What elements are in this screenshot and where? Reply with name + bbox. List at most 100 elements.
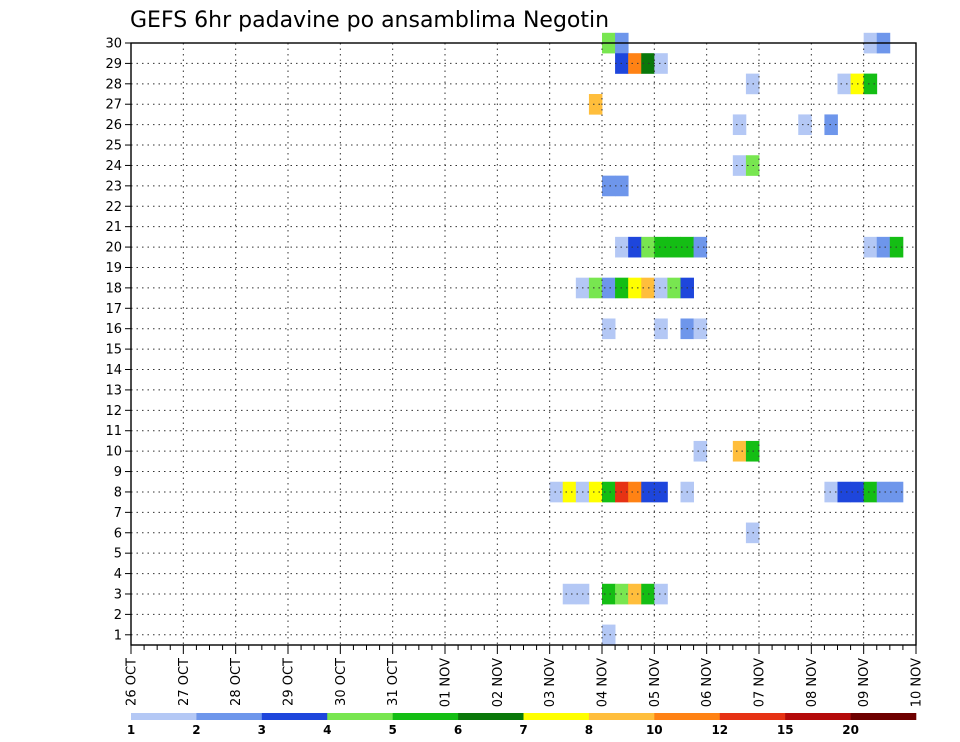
y-tick-label: 16 xyxy=(105,322,122,337)
colorbar-label: 5 xyxy=(389,723,397,737)
x-tick-label: 03 NOV xyxy=(543,658,558,707)
precip-cell xyxy=(628,236,642,258)
precip-cells xyxy=(549,32,904,646)
y-tick-label: 13 xyxy=(105,383,122,398)
colorbar-swatch xyxy=(654,713,721,720)
precip-cell xyxy=(798,114,812,136)
y-tick-label: 5 xyxy=(114,547,122,562)
y-tick-label: 3 xyxy=(114,587,122,602)
precip-cell xyxy=(732,155,747,176)
precip-cell xyxy=(824,481,838,503)
colorbar-label: 10 xyxy=(646,723,663,737)
colorbar-label: 4 xyxy=(323,723,331,737)
colorbar-swatch xyxy=(523,713,590,720)
colorbar-swatch xyxy=(261,713,328,720)
precip-cell xyxy=(641,53,655,74)
precip-cell xyxy=(863,73,878,95)
precip-cell xyxy=(588,94,603,115)
x-tick-label: 27 OCT xyxy=(177,658,192,706)
colorbar-swatch xyxy=(327,713,393,720)
precip-cell xyxy=(693,318,708,340)
precip-cell xyxy=(693,440,708,462)
y-tick-label: 30 xyxy=(105,37,122,52)
x-tick-label: 09 NOV xyxy=(857,658,872,707)
y-tick-label: 17 xyxy=(105,302,122,317)
precip-cell xyxy=(602,624,616,646)
precip-cell xyxy=(863,236,878,258)
y-tick-label: 20 xyxy=(105,241,122,256)
x-tick-label: 29 OCT xyxy=(282,658,297,706)
x-tick-label: 10 NOV xyxy=(910,658,925,707)
precip-cell xyxy=(654,583,668,605)
precip-cell xyxy=(863,481,878,503)
chart-title: GEFS 6hr padavine po ansamblima Negotin xyxy=(130,8,609,33)
precip-cell xyxy=(549,481,564,503)
x-tick-label: 05 NOV xyxy=(648,658,663,707)
precip-cell xyxy=(876,481,891,503)
precip-cell xyxy=(654,277,668,299)
x-tick-label: 30 OCT xyxy=(334,658,349,706)
y-tick-label: 23 xyxy=(105,179,122,194)
y-tick-label: 4 xyxy=(114,567,122,582)
precip-cell xyxy=(876,236,891,258)
y-tick-label: 19 xyxy=(105,261,122,276)
precip-cell xyxy=(562,481,577,503)
precip-cell xyxy=(628,583,642,605)
colorbar-swatch xyxy=(850,713,917,720)
colorbar-swatch xyxy=(196,713,263,720)
x-tick-label: 08 NOV xyxy=(805,658,820,707)
x-tick-label: 26 OCT xyxy=(125,658,140,706)
precip-cell xyxy=(824,114,838,136)
precip-cell xyxy=(562,583,577,605)
colorbar: 1 2 3 4 5 6 7 8 10 12 15 20 xyxy=(127,713,917,737)
y-tick-label: 28 xyxy=(105,77,122,92)
y-tick-label: 1 xyxy=(114,628,122,643)
precip-cell xyxy=(654,318,668,340)
y-tick-label: 2 xyxy=(114,608,122,623)
x-axis: 26 OCT 27 OCT 28 OCT 29 OCT 30 OCT 31 OCT 01 N… xyxy=(125,645,925,707)
precip-cell xyxy=(693,236,708,258)
x-tick-label: 07 NOV xyxy=(753,658,768,707)
x-tick-label: 04 NOV xyxy=(596,658,611,707)
y-tick-label: 29 xyxy=(105,57,122,72)
precip-cell xyxy=(641,277,655,299)
colorbar-swatch xyxy=(719,713,786,720)
y-tick-label: 24 xyxy=(105,159,122,174)
colorbar-label: 15 xyxy=(777,723,794,737)
y-tick-label: 21 xyxy=(105,220,122,235)
colorbar-swatch xyxy=(458,713,524,720)
y-tick-label: 27 xyxy=(105,98,122,113)
precip-cell xyxy=(837,481,851,503)
precip-cell xyxy=(641,236,655,258)
y-tick-label: 25 xyxy=(105,139,122,154)
colorbar-label: 8 xyxy=(585,723,593,737)
y-tick-label: 12 xyxy=(105,404,122,419)
precip-cell xyxy=(602,481,616,503)
colorbar-label: 3 xyxy=(258,723,266,737)
precip-cell xyxy=(732,114,747,136)
colorbar-swatch xyxy=(588,713,655,720)
y-tick-label: 10 xyxy=(105,445,122,460)
precip-cell xyxy=(667,277,681,299)
colorbar-label: 1 xyxy=(127,723,135,737)
x-tick-label: 01 NOV xyxy=(439,658,454,707)
x-tick-label: 02 NOV xyxy=(491,658,506,707)
y-tick-label: 22 xyxy=(105,200,122,215)
x-tick-label: 28 OCT xyxy=(229,658,244,706)
precip-cell xyxy=(654,236,668,258)
precip-cell xyxy=(641,583,655,605)
y-tick-label: 7 xyxy=(114,506,122,521)
precip-cell xyxy=(628,481,642,503)
precip-cell xyxy=(588,277,603,299)
y-tick-label: 9 xyxy=(114,465,122,480)
precip-cell xyxy=(602,175,616,197)
precip-cell xyxy=(732,440,747,462)
colorbar-label: 20 xyxy=(842,723,859,737)
gridlines xyxy=(131,42,916,645)
precip-cell xyxy=(837,73,851,95)
precip-cell xyxy=(602,318,616,340)
precip-cell xyxy=(654,481,668,503)
x-tick-label: 06 NOV xyxy=(700,658,715,707)
y-tick-label: 8 xyxy=(114,485,122,500)
